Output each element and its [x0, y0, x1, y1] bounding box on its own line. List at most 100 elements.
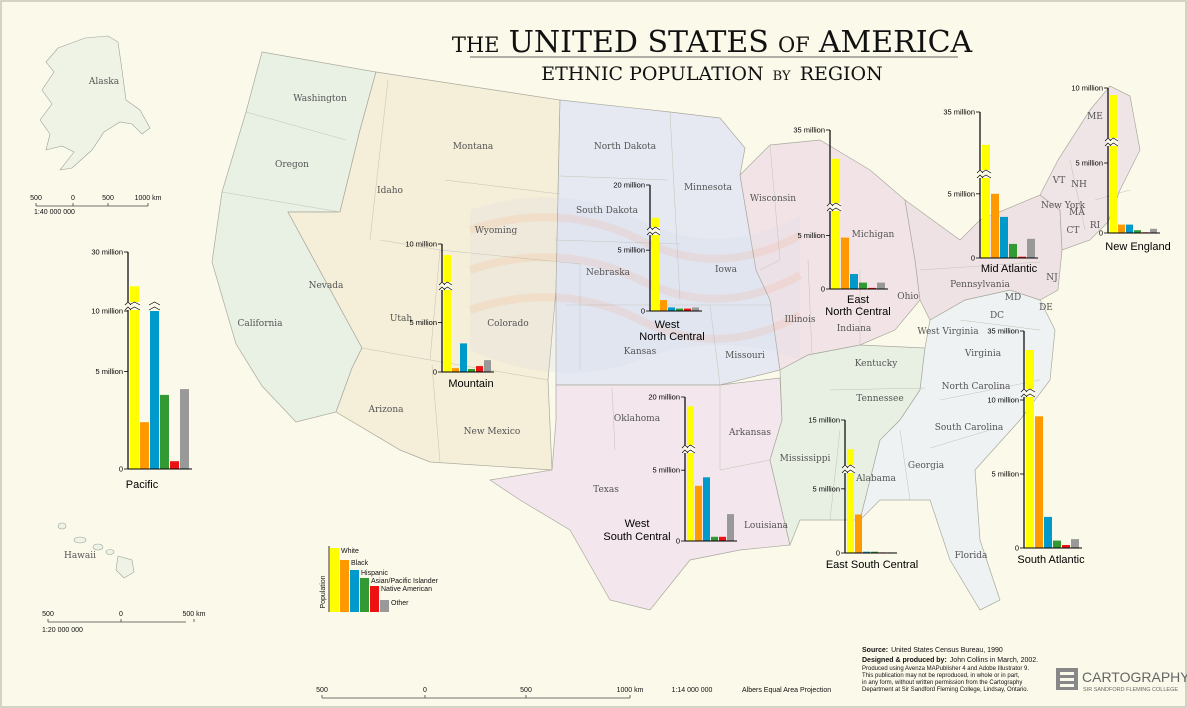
title-of: OF	[778, 33, 810, 57]
axis-break-mark	[845, 469, 856, 474]
title-united-states: UNITED STATES	[509, 25, 769, 60]
legend-label-native-american: Native American	[381, 586, 432, 593]
state-label-california: California	[237, 319, 283, 329]
chart-new-england: 0 5 million 10 million New England	[1071, 84, 1170, 254]
state-label-de: DE	[1039, 303, 1053, 313]
tick-label-mid-atlantic: 0	[971, 254, 975, 263]
hawaii-scale-tick-label: 500	[42, 611, 54, 618]
state-label-idaho: Idaho	[377, 186, 403, 196]
main-scale-tick-label: 0	[423, 687, 427, 694]
axis-break-gap	[443, 282, 452, 290]
bar-west-south-central-white	[687, 406, 694, 541]
bar-east-south-central-black	[855, 514, 862, 553]
axis-break-mark	[650, 231, 661, 236]
subtitle-by: BY	[773, 69, 791, 84]
axis-break-mark	[1108, 142, 1119, 147]
y-axis-break-mark	[841, 464, 849, 474]
axis-break-mark	[128, 301, 141, 306]
axis-break-mark	[685, 444, 696, 449]
bar-mountain-white	[444, 255, 451, 372]
bar-west-north-central-hispanic	[668, 307, 675, 311]
legend-label-asian-pacific-islander: Asian/Pacific Islander	[371, 578, 439, 585]
bar-mountain-hispanic	[460, 343, 467, 372]
tick-label-pacific: 10 million	[91, 307, 123, 316]
bar-west-south-central-other	[727, 514, 734, 541]
state-label-colorado: Colorado	[487, 319, 528, 329]
alaska-shape	[39, 35, 151, 171]
region-label-display: East North Central	[825, 294, 890, 318]
alaska-scale-tick-label: 0	[71, 195, 75, 202]
axis-break-gap	[981, 170, 991, 178]
alaska-scale-ratio: 1:40 000 000	[34, 209, 75, 216]
state-label-vt: VT	[1052, 176, 1066, 186]
bar-west-north-central-white	[652, 217, 659, 311]
state-label-wisconsin: Wisconsin	[750, 194, 796, 204]
chart-east-south-central: 0 5 million 15 million East South Central	[808, 416, 918, 572]
bar-mountain-asian-pacific-islander	[468, 369, 475, 372]
bar-mid-atlantic-asian-pacific-islander	[1009, 243, 1017, 258]
y-axis-break-gap	[829, 203, 832, 211]
state-label-new-mexico: New Mexico	[464, 427, 521, 437]
axis-break-mark	[1024, 393, 1036, 398]
state-label-texas: Texas	[593, 485, 619, 495]
state-label-west-virginia: West Virginia	[917, 327, 979, 337]
state-label-louisiana: Louisiana	[744, 521, 789, 531]
bar-east-south-central-asian-pacific-islander	[871, 551, 878, 553]
state-label-dc: DC	[990, 311, 1004, 321]
y-axis-break-gap	[684, 445, 687, 453]
legend-label-white: White	[341, 548, 359, 555]
state-label-florida: Florida	[955, 551, 988, 561]
bar-pacific-hispanic	[150, 311, 159, 469]
bar-mountain-other	[484, 360, 491, 372]
bar-east-north-central-asian-pacific-islander	[859, 282, 867, 289]
credits: Source: United States Census Bureau, 1990…	[862, 647, 1038, 693]
chart-south-atlantic: 0 5 million 10 million 35 million South Atla…	[987, 327, 1085, 567]
tick-label-east-north-central: 5 million	[797, 231, 825, 240]
y-axis-break-gap	[844, 465, 847, 473]
bar-pacific-other	[180, 389, 189, 469]
bar-west-north-central-black	[660, 300, 667, 311]
tick-label-south-atlantic: 0	[1015, 544, 1019, 553]
hawaii-scale-tick-label: 0	[119, 611, 123, 618]
state-label-south-carolina: South Carolina	[935, 423, 1004, 433]
state-label-north-dakota: North Dakota	[594, 142, 657, 152]
axis-break-mark	[148, 306, 161, 311]
logo-title: CARTOGRAPHY	[1082, 669, 1187, 685]
hawaii-shape	[57, 522, 135, 579]
credit-line-1: Produced using Avenza MAPublisher 4 and …	[862, 666, 1029, 672]
bar-east-north-central-native-american	[868, 287, 876, 289]
y-axis-break-gap	[1107, 138, 1110, 146]
logo-subtitle: SIR SANDFORD FLEMING COLLEGE	[1083, 687, 1178, 693]
tick-label-new-england: 5 million	[1075, 159, 1103, 168]
chart-mid-atlantic: 0 5 million 35 million Mid Atlantic	[943, 108, 1038, 275]
y-axis-break-mark	[681, 444, 689, 454]
bar-west-south-central-black	[695, 485, 702, 542]
subtitle-ethnic-population: ETHNIC POPULATION	[541, 63, 763, 85]
axis-break-mark	[980, 169, 992, 174]
y-axis-break-mark	[124, 301, 132, 311]
state-label-hawaii: Hawaii	[64, 551, 96, 561]
designed-label: Designed & produced by:	[862, 657, 947, 664]
y-axis-break-mark	[1020, 388, 1028, 398]
bar-new-england-black	[1118, 224, 1125, 233]
bar-east-north-central-other	[877, 282, 885, 289]
flag-watermark	[468, 197, 802, 373]
state-label-virginia: Virginia	[964, 349, 1002, 359]
hawaii-scale-ratio: 1:20 000 000	[42, 627, 83, 634]
tick-label-mountain: 10 million	[405, 240, 437, 249]
state-label-iowa: Iowa	[715, 265, 738, 275]
bar-south-atlantic-native-american	[1062, 545, 1070, 548]
tick-label-south-atlantic: 5 million	[991, 470, 1019, 479]
bar-pacific-black	[140, 422, 149, 469]
alaska-scale-tick-label: 500	[30, 195, 42, 202]
bar-east-north-central-black	[841, 237, 849, 289]
state-label-nevada: Nevada	[309, 281, 344, 291]
state-label-minnesota: Minnesota	[684, 183, 733, 193]
state-label-arizona: Arizona	[367, 405, 404, 415]
bar-south-atlantic-white	[1026, 350, 1034, 548]
bar-mountain-black	[452, 368, 459, 372]
tick-label-east-north-central: 35 million	[793, 126, 825, 135]
source-label: Source:	[862, 647, 888, 654]
